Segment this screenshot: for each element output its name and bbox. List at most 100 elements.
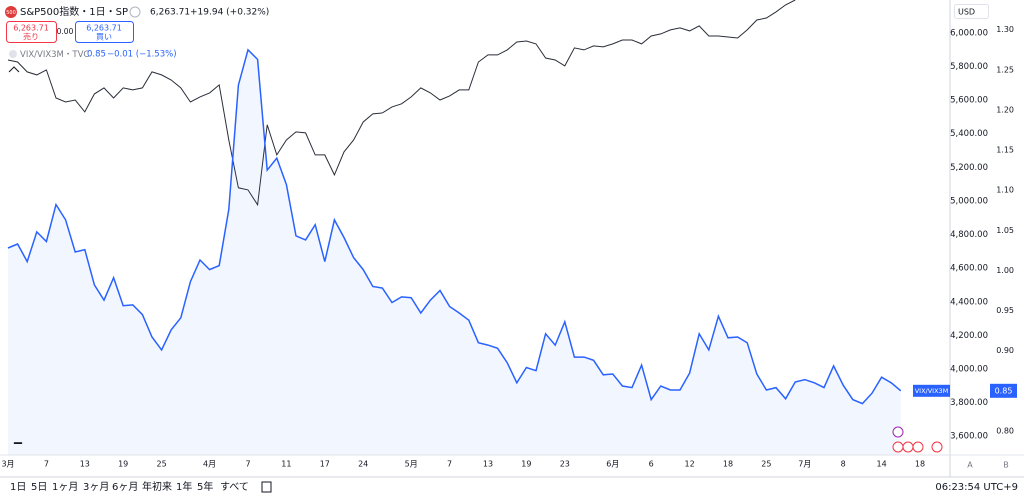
y2-tick-label: 1.00 (996, 266, 1014, 275)
y-tick-label: 4,000.00 (950, 364, 988, 374)
period-button[interactable]: 年初来 (142, 480, 172, 493)
x-tick-label: 5月 (405, 460, 418, 469)
clock: 06:23:54 UTC+9 (935, 482, 1018, 493)
y2-tick-label: 1.05 (996, 226, 1014, 235)
x-tick-label: 13 (80, 460, 90, 469)
y2-tick-label: 1.15 (996, 146, 1014, 155)
change: +19.94 (+0.32%) (190, 8, 269, 18)
scale-b[interactable]: B (1003, 461, 1009, 470)
last-value-tag (990, 383, 1017, 398)
sell-label: 売り (23, 32, 39, 42)
plot (7, 0, 902, 455)
y-tick-label: 6,000.00 (950, 28, 988, 38)
symbol-icon (5, 6, 17, 18)
x-tick-label: 18 (723, 460, 733, 469)
y-tick-label: 5,800.00 (950, 62, 988, 72)
y-tick-label: 5,600.00 (950, 96, 988, 106)
y-tick-label: 3,800.00 (950, 398, 988, 408)
x-tick-label: 4月 (203, 460, 216, 469)
x-tick-label: 19 (118, 460, 128, 469)
y2-tick-label: 1.25 (996, 65, 1014, 74)
currency-button[interactable] (954, 4, 989, 19)
event-icon[interactable] (892, 426, 904, 438)
period-button[interactable]: 5年 (197, 480, 213, 493)
y2-tick-label: 1.20 (996, 105, 1014, 114)
last-value-label: 0.85 (995, 386, 1013, 395)
x-tick-label: 14 (877, 460, 887, 469)
x-tick-label: 12 (685, 460, 695, 469)
price: 6,263.71 (150, 8, 190, 18)
x-tick-label: 8 (841, 460, 846, 469)
symbol: S&P500指数・1日・SP (20, 5, 128, 18)
scale-a[interactable]: A (967, 461, 973, 470)
y2-tick-label: 1.30 (996, 25, 1014, 34)
logo: ‒ (13, 435, 23, 451)
collapse-icon[interactable] (8, 66, 20, 73)
settings-icon[interactable] (129, 6, 141, 18)
period-button[interactable]: 6ヶ月 (112, 481, 138, 493)
currency: USD (958, 8, 975, 17)
spread: 0.00 (57, 27, 74, 36)
last-value-name: VIX/VIX3M (915, 387, 949, 395)
y-tick-label: 3,600.00 (950, 432, 988, 442)
period-button[interactable]: 1年 (176, 480, 192, 493)
period-button[interactable]: 3ヶ月 (83, 481, 109, 493)
y2-tick-label: 0.95 (996, 306, 1014, 315)
period-button[interactable]: 1ヶ月 (52, 481, 78, 493)
x-tick-label: 13 (483, 460, 493, 469)
series-line (7, 48, 902, 405)
y2-tick-label: 1.10 (996, 186, 1014, 195)
area-fill (8, 49, 901, 455)
sell-button[interactable] (6, 21, 57, 43)
buy-label: 買い (96, 33, 112, 42)
x-tick-label: 6月 (606, 460, 619, 469)
y-tick-label: 4,400.00 (950, 297, 988, 307)
date-range-icon[interactable] (261, 481, 272, 493)
period-button[interactable]: 1日 (10, 482, 26, 493)
series-line (7, 0, 796, 207)
vix-value: 0.85 (87, 50, 106, 60)
x-tick-label: 6 (649, 460, 654, 469)
x-tick-label: 17 (320, 460, 330, 469)
buy-button[interactable] (75, 21, 134, 43)
symbol-icon-text: 500 (6, 10, 16, 16)
y-tick-label: 4,800.00 (950, 230, 988, 240)
x-tick-label: 19 (521, 460, 531, 469)
y-tick-label: 4,600.00 (950, 264, 988, 274)
y-tick-label: 5,000.00 (950, 196, 988, 206)
series-name: VIX/VIX3M (20, 50, 64, 60)
vix-suffix: ・TVC (64, 50, 90, 60)
period-button[interactable]: すべて (220, 481, 249, 493)
vix-symbol: VIX/VIX3M・TVC (20, 50, 89, 60)
y2-tick-label: 0.80 (996, 426, 1014, 435)
x-tick-label: 7 (245, 460, 250, 469)
x-tick-label: 3月 (1, 460, 14, 469)
event-icon[interactable] (912, 441, 924, 453)
x-tick-label: 7 (44, 460, 49, 469)
x-tick-label: 25 (157, 460, 167, 469)
y-tick-label: 4,200.00 (950, 331, 988, 341)
vix-change: −0.01 (−1.53%) (107, 50, 177, 60)
period-button[interactable]: 5日 (31, 482, 47, 493)
y-tick-label: 5,400.00 (950, 129, 988, 139)
series-name: S&P500指数 (20, 5, 79, 18)
x-tick-label: 18 (915, 460, 925, 469)
vix-icon (9, 50, 17, 58)
x-tick-label: 7月 (798, 460, 811, 469)
x-tick-label: 23 (560, 460, 570, 469)
symbol-suffix: ・1日・SP (79, 7, 128, 18)
sell-price: 6,263.71 (13, 24, 49, 33)
x-tick-label: 7 (447, 460, 452, 469)
event-icon[interactable] (902, 441, 914, 453)
x-tick-label: 24 (358, 460, 368, 469)
event-icon[interactable] (931, 441, 943, 453)
last-value-tag (913, 384, 950, 397)
event-icon[interactable] (892, 441, 904, 453)
y2-tick-label: 0.90 (996, 346, 1014, 355)
buy-price: 6,263.71 (86, 24, 122, 33)
y-tick-label: 5,200.00 (950, 163, 988, 173)
x-tick-label: 25 (761, 460, 771, 469)
x-tick-label: 11 (281, 460, 291, 469)
